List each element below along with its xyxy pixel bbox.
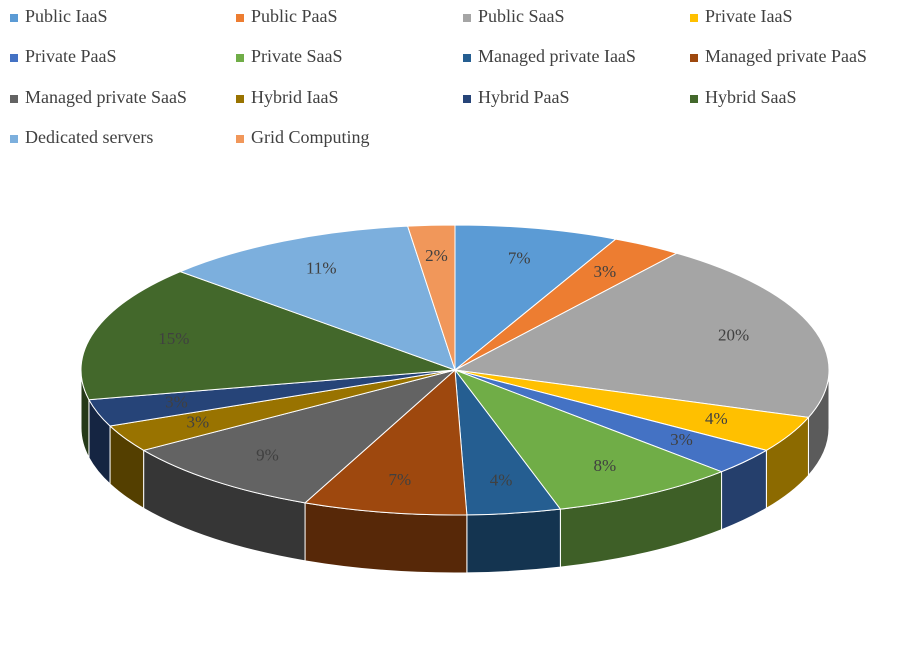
legend-label: Hybrid SaaS bbox=[705, 87, 797, 107]
slice bbox=[406, 224, 456, 371]
legend-swatch bbox=[463, 95, 471, 103]
data-label: 2% bbox=[425, 246, 448, 265]
legend-swatch bbox=[10, 95, 18, 103]
data-label: 7% bbox=[388, 470, 411, 489]
legend-label: Managed private SaaS bbox=[25, 87, 187, 107]
slice bbox=[453, 252, 830, 418]
slice-side bbox=[466, 508, 561, 574]
legend-swatch bbox=[236, 14, 244, 22]
legend-label: Private PaaS bbox=[25, 46, 117, 66]
legend-swatch bbox=[463, 54, 471, 62]
legend-label: Private SaaS bbox=[251, 46, 343, 66]
legend-label: Hybrid IaaS bbox=[251, 87, 338, 107]
data-label: 11% bbox=[306, 258, 337, 277]
data-label: 4% bbox=[490, 471, 513, 490]
legend-label: Private IaaS bbox=[705, 6, 792, 26]
slice bbox=[178, 225, 456, 371]
legend-swatch bbox=[10, 135, 18, 143]
legend-label: Hybrid PaaS bbox=[478, 87, 570, 107]
legend-swatch bbox=[10, 54, 18, 62]
data-label: 7% bbox=[508, 249, 531, 268]
pie-walls bbox=[80, 369, 830, 574]
data-label: 4% bbox=[705, 409, 728, 428]
legend-swatch bbox=[690, 95, 698, 103]
slice bbox=[453, 368, 723, 510]
data-label: 3% bbox=[670, 430, 693, 449]
legend-label: Public IaaS bbox=[25, 6, 108, 26]
legend-label: Grid Computing bbox=[251, 127, 370, 147]
legend-swatch bbox=[690, 54, 698, 62]
legend-label: Managed private PaaS bbox=[705, 46, 867, 66]
legend-swatch bbox=[236, 95, 244, 103]
slice bbox=[454, 224, 617, 372]
legend-label: Managed private IaaS bbox=[478, 46, 636, 66]
slice bbox=[142, 369, 456, 504]
slice bbox=[80, 271, 456, 401]
legend-label: Dedicated servers bbox=[25, 127, 153, 147]
legend-swatch bbox=[10, 14, 18, 22]
legend-swatch bbox=[236, 135, 244, 143]
legend-swatch bbox=[463, 14, 471, 22]
slice bbox=[303, 368, 468, 516]
legend-swatch bbox=[236, 54, 244, 62]
data-label: 20% bbox=[718, 325, 749, 344]
legend-label: Public SaaS bbox=[478, 6, 565, 26]
data-label: 3% bbox=[165, 392, 188, 411]
data-label: 9% bbox=[256, 446, 279, 465]
data-label: 8% bbox=[594, 456, 617, 475]
data-label: 3% bbox=[594, 262, 617, 281]
legend-label: Public PaaS bbox=[251, 6, 338, 26]
legend-swatch bbox=[690, 14, 698, 22]
data-label: 15% bbox=[158, 329, 189, 348]
data-label: 3% bbox=[187, 412, 210, 431]
